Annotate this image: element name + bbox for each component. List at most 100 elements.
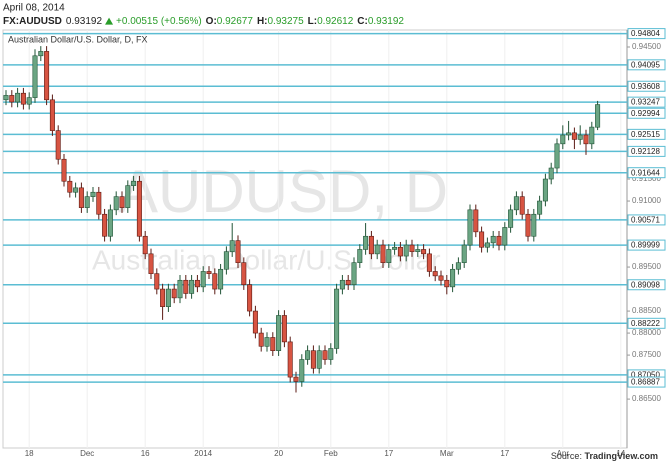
candle-body — [351, 262, 357, 285]
candle-body — [90, 191, 96, 197]
candle-body — [473, 209, 479, 233]
candle-body — [496, 235, 502, 246]
y-tick-label: 0.86500 — [632, 394, 661, 403]
candle-body — [595, 104, 601, 128]
candle-body — [432, 271, 438, 277]
candle-body — [589, 126, 595, 145]
candle-body — [392, 246, 398, 250]
candle-body — [484, 242, 490, 248]
candle-body — [345, 279, 351, 285]
date: April 08, 2014 — [3, 3, 65, 14]
candle-body — [206, 271, 212, 274]
candle-body — [461, 244, 467, 263]
candle-body — [525, 213, 531, 237]
level-label-box — [627, 80, 666, 92]
candle-body — [444, 279, 450, 288]
y-tick-label: 0.88500 — [632, 306, 661, 315]
candle-body — [212, 273, 218, 290]
level-label-box — [627, 239, 666, 251]
candle-body — [119, 196, 125, 208]
ohlc-value: 0.93192 — [368, 16, 405, 27]
x-tick-label: 18 — [25, 449, 34, 458]
change: +0.00515 (+0.56%) — [116, 16, 202, 27]
ohlc-label: H: — [257, 16, 268, 27]
ohlc-label: C: — [357, 16, 368, 27]
candle-body — [397, 246, 403, 257]
level-label: 0.92994 — [631, 109, 660, 118]
candle-body — [264, 337, 270, 347]
candle-body — [554, 143, 560, 169]
level-label-box — [627, 317, 666, 329]
candle-body — [73, 187, 79, 193]
candle-body — [84, 196, 90, 208]
candle-body — [305, 350, 311, 360]
candle-body — [218, 268, 224, 290]
level-label: 0.93608 — [631, 82, 660, 91]
candle-body — [241, 262, 247, 285]
candle-body — [9, 95, 15, 103]
candle-body — [32, 55, 38, 98]
ohlc-value: 0.93275 — [268, 16, 305, 27]
candle-body — [252, 310, 258, 334]
x-tick-label: 17 — [500, 449, 509, 458]
symbol: FX:AUDUSD — [3, 16, 62, 27]
source-brand: TradingView.com — [584, 451, 658, 461]
candle-body — [531, 213, 537, 237]
x-tick-label: 2014 — [194, 449, 212, 458]
ohlc-value: 0.92677 — [217, 16, 254, 27]
level-label-box — [627, 59, 666, 71]
candle-body — [293, 376, 299, 382]
candle-body — [380, 244, 386, 263]
price: 0.93192 — [66, 16, 103, 27]
candle-body — [136, 180, 142, 237]
candle-body — [113, 196, 119, 211]
y-tick-label: 0.89500 — [632, 262, 661, 271]
candle-body — [247, 284, 253, 312]
candle-body — [194, 279, 200, 288]
candle-body — [102, 213, 108, 237]
y-tick-label: 0.91500 — [632, 174, 661, 183]
candle-body — [15, 92, 21, 103]
x-tick-label: 16 — [141, 449, 150, 458]
chart-legend: Australian Dollar/U.S. Dollar, D, FX — [8, 34, 148, 44]
candle-body — [189, 279, 195, 294]
candle-body — [490, 235, 496, 244]
candle-body — [426, 253, 432, 272]
level-label-box — [627, 28, 666, 40]
candle-body — [374, 244, 380, 255]
candle-body — [49, 99, 55, 131]
candle-body — [258, 332, 264, 347]
candle-body — [560, 134, 566, 145]
candle-body — [61, 158, 67, 182]
candle-body — [438, 275, 444, 281]
up-arrow — [105, 17, 114, 25]
candle-body — [171, 288, 177, 299]
candle-body — [38, 51, 44, 57]
candle-body — [165, 288, 171, 307]
x-tick-label: Dec — [80, 449, 94, 458]
candle-body — [20, 92, 26, 105]
level-label: 0.93247 — [631, 98, 660, 107]
candle-body — [55, 130, 61, 160]
candle-body — [339, 279, 345, 290]
candle-body — [316, 350, 322, 369]
candle-body — [235, 240, 241, 263]
x-tick-label: Apr — [557, 449, 570, 458]
level-label: 0.89098 — [631, 280, 660, 289]
ohlc-value: 0.92612 — [317, 16, 354, 27]
candle-body — [467, 209, 473, 246]
candle-body — [502, 227, 508, 246]
level-label-box — [627, 214, 666, 226]
candle-body — [67, 180, 73, 193]
level-label: 0.92128 — [631, 147, 660, 156]
candle-body — [519, 196, 525, 215]
level-label-box — [627, 96, 666, 108]
x-tick-label: Feb — [324, 449, 338, 458]
y-tick-label: 0.91000 — [632, 196, 661, 205]
candle-body — [96, 191, 102, 215]
candle-body — [409, 244, 415, 252]
candle-body — [328, 348, 334, 360]
candle-body — [200, 271, 206, 288]
level-label: 0.94095 — [631, 60, 660, 69]
candle-body — [334, 288, 340, 349]
